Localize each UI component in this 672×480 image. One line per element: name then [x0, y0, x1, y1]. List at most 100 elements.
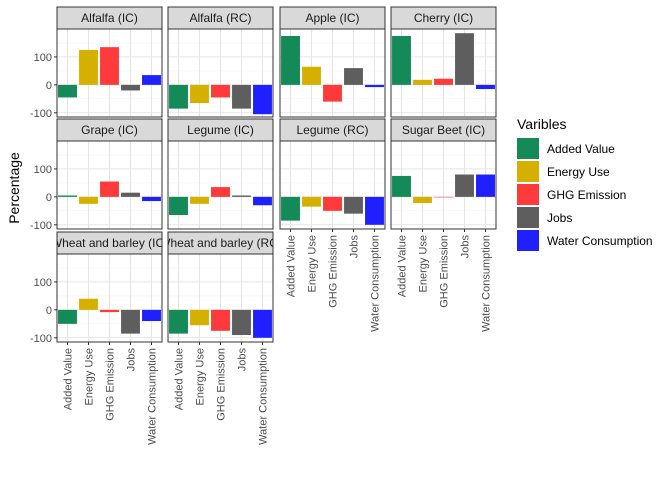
bar — [302, 66, 321, 85]
bar — [413, 79, 432, 85]
facet-title: Wheat and barley (IC) — [51, 236, 168, 250]
facet-title: Wheat and barley (RC) — [159, 236, 282, 250]
x-tick-label: Energy Use — [418, 235, 430, 292]
panel-border — [56, 140, 163, 230]
facet-panel: Legume (IC) — [167, 118, 274, 230]
facet-title: Legume (IC) — [187, 123, 254, 137]
facet-panel: Alfalfa (IC) -100 0 100 — [30, 6, 163, 120]
legend-swatch — [517, 161, 539, 182]
panel-border — [56, 28, 163, 118]
y-tick-label: -100 — [30, 333, 52, 345]
y-tick-label: 100 — [34, 52, 52, 64]
legend-label: Energy Use — [547, 165, 610, 179]
legend-label: Water Consumption — [547, 234, 653, 248]
panel-border — [390, 28, 497, 118]
bar — [365, 196, 384, 225]
y-tick-label: 0 — [46, 80, 52, 92]
bar — [142, 75, 161, 85]
bar — [434, 196, 453, 198]
bar — [476, 84, 495, 90]
legend-swatch — [517, 230, 539, 251]
x-tick-label: GHG Emission — [105, 348, 117, 421]
bar — [79, 49, 98, 85]
legend: Varibles Added Value Energy Use GHG Emissi… — [517, 116, 653, 251]
bar — [413, 196, 432, 204]
x-tick-label: Water Consumption — [370, 235, 382, 332]
x-tick-label: Added Value — [63, 348, 75, 410]
panel-border — [167, 140, 274, 230]
bar — [169, 309, 188, 334]
legend-label: GHG Emission — [547, 188, 626, 202]
bar — [365, 84, 384, 88]
bar — [211, 309, 230, 331]
bar — [302, 196, 321, 207]
legend-label: Jobs — [547, 211, 572, 225]
bar — [121, 192, 140, 197]
x-tick-label: Jobs — [237, 348, 249, 372]
facet-title: Alfalfa (IC) — [81, 11, 138, 25]
bar — [392, 175, 411, 197]
bar — [100, 309, 119, 313]
x-tick-label: GHG Emission — [216, 348, 228, 421]
bar — [434, 78, 453, 85]
bar — [323, 84, 342, 102]
facet-panel: Legume (RC) Added Value Energy Use GHG Emis… — [279, 118, 386, 332]
bar — [79, 298, 98, 310]
legend-label: Added Value — [547, 142, 615, 156]
y-axis-label: Percentage — [6, 152, 22, 224]
bar — [142, 309, 161, 322]
legend-title: Varibles — [517, 116, 567, 132]
facet-title: Grape (IC) — [81, 123, 138, 137]
legend-swatch — [517, 138, 539, 159]
x-tick-label: Energy Use — [84, 348, 96, 405]
x-tick-label: GHG Emission — [439, 235, 451, 308]
facet-title: Legume (RC) — [296, 123, 368, 137]
facet-panels: Alfalfa (IC) -100 0 100 Alfalfa (RC) Apple (I… — [30, 6, 497, 445]
legend-swatch — [517, 184, 539, 205]
facet-panel: Alfalfa (RC) — [167, 6, 274, 118]
facet-title: Sugar Beet (IC) — [402, 123, 485, 137]
facet-title: Alfalfa (RC) — [189, 11, 251, 25]
legend-swatch — [517, 207, 539, 228]
bar — [190, 196, 209, 204]
bar — [232, 84, 251, 109]
y-tick-label: -100 — [30, 220, 52, 232]
bar — [79, 196, 98, 204]
x-tick-label: Water Consumption — [481, 235, 493, 332]
x-tick-label: Water Consumption — [258, 348, 270, 445]
bar — [455, 174, 474, 197]
x-tick-label: Added Value — [286, 235, 298, 297]
x-tick-label: Jobs — [460, 235, 472, 259]
x-tick-label: Water Consumption — [147, 348, 159, 445]
bar — [232, 309, 251, 336]
x-tick-label: Jobs — [126, 348, 138, 372]
facet-panel: Apple (IC) — [279, 6, 386, 118]
bar — [281, 196, 300, 221]
facet-panel: Sugar Beet (IC) Added Value Energy Use GHG … — [390, 118, 497, 332]
bar — [392, 35, 411, 85]
bar — [58, 309, 77, 324]
x-tick-label: Energy Use — [195, 348, 207, 405]
bar — [121, 84, 140, 91]
panel-border — [279, 28, 386, 118]
bar — [344, 68, 363, 85]
bar — [190, 309, 209, 326]
bar — [58, 84, 77, 98]
bar — [211, 84, 230, 98]
x-tick-label: GHG Emission — [328, 235, 340, 308]
y-tick-label: -100 — [30, 108, 52, 120]
x-tick-label: Jobs — [349, 235, 361, 259]
bar — [121, 309, 140, 334]
bar — [344, 196, 363, 214]
panel-border — [167, 28, 274, 118]
bar — [253, 309, 272, 338]
y-tick-label: 100 — [34, 277, 52, 289]
facet-panel: Cherry (IC) — [390, 6, 497, 118]
bar — [211, 187, 230, 197]
bar — [100, 181, 119, 197]
bar — [253, 196, 272, 206]
bar — [100, 47, 119, 85]
bar — [253, 84, 272, 115]
bar — [281, 35, 300, 85]
